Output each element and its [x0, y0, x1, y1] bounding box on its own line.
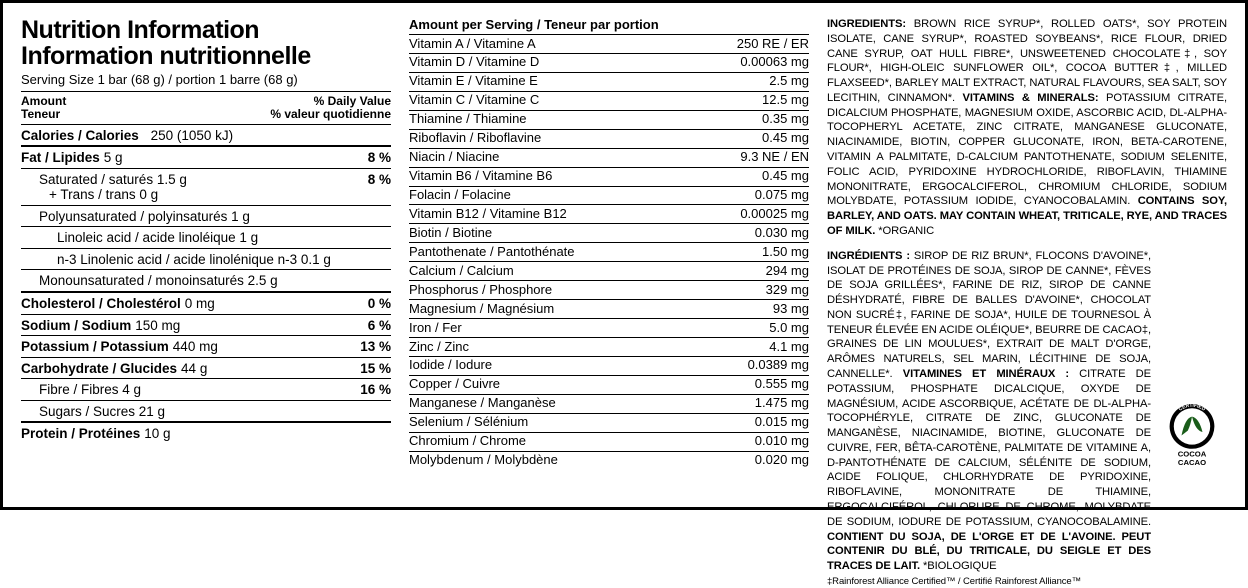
- certification-seal-icon: CERTIFIED COCOA CACAO: [1157, 397, 1227, 467]
- macros-list: Fat / Lipides 5 g8 %Saturated / saturés …: [21, 147, 391, 443]
- ing-en-label: INGREDIENTS:: [827, 18, 906, 30]
- vitamin-row: Vitamin E / Vitamine E2.5 mg: [409, 73, 809, 92]
- ingredients-column: INGREDIENTS: BROWN RICE SYRUP*, ROLLED O…: [827, 17, 1227, 493]
- vitamin-row: Chromium / Chrome0.010 mg: [409, 433, 809, 452]
- macro-row: n-3 Linolenic acid / acide linolénique n…: [21, 249, 391, 271]
- title-fr: Information nutritionnelle: [21, 43, 391, 69]
- vitamin-row: Molybdenum / Molybdène0.020 mg: [409, 452, 809, 470]
- vitamin-row: Selenium / Sélénium0.015 mg: [409, 414, 809, 433]
- macro-row: Potassium / Potassium 440 mg13 %: [21, 336, 391, 358]
- organic-en: *ORGANIC: [875, 225, 934, 237]
- ing-fr-text: SIROP DE RIZ BRUN*, FLOCONS D'AVOINE*, I…: [827, 250, 1151, 380]
- macro-row: Monounsaturated / monoinsaturés 2.5 g: [21, 270, 391, 293]
- vitamins-header: Amount per Serving / Teneur par portion: [409, 17, 809, 35]
- macro-row: Sodium / Sodium 150 mg6 %: [21, 315, 391, 337]
- amount-dv-header: AmountTeneur % Daily Value% valeur quoti…: [21, 92, 391, 125]
- vitamin-row: Folacin / Folacine0.075 mg: [409, 187, 809, 206]
- vitamin-row: Magnesium / Magnésium93 mg: [409, 300, 809, 319]
- ing-fr-label: INGRÉDIENTS :: [827, 250, 910, 262]
- vitamin-row: Thiamine / Thiamine0.35 mg: [409, 111, 809, 130]
- vm-fr-label: VITAMINES ET MINÉRAUX :: [903, 368, 1069, 380]
- ingredients-en: INGREDIENTS: BROWN RICE SYRUP*, ROLLED O…: [827, 17, 1227, 239]
- svg-text:COCOA: COCOA: [1178, 450, 1207, 459]
- vitamin-row: Vitamin A / Vitamine A250 RE / ER: [409, 35, 809, 54]
- macro-row: Fibre / Fibres 4 g16 %: [21, 379, 391, 401]
- footnote: ‡Rainforest Alliance Certified™ / Certif…: [827, 576, 1227, 588]
- vitamin-row: Calcium / Calcium294 mg: [409, 262, 809, 281]
- calories-label: Calories / Calories: [21, 128, 139, 144]
- macro-row: Cholesterol / Cholestérol 0 mg0 %: [21, 293, 391, 315]
- amount-hdr-1: Amount: [21, 94, 66, 108]
- vitamin-row: Vitamin D / Vitamine D0.00063 mg: [409, 54, 809, 73]
- nutrition-panel: Nutrition Information Information nutrit…: [0, 0, 1248, 510]
- macro-row: Protein / Protéines 10 g: [21, 423, 391, 444]
- macro-row: Linoleic acid / acide linoléique 1 g: [21, 227, 391, 249]
- calories-row: Calories / Calories 250 (1050 kJ): [21, 125, 391, 148]
- dv-hdr-1: % Daily Value: [314, 94, 391, 108]
- organic-fr: *BIOLOGIQUE: [920, 560, 997, 572]
- vm-en-text: POTASSIUM CITRATE, DICALCIUM PHOSPHATE, …: [827, 92, 1227, 207]
- dv-hdr-2: % valeur quotidienne: [270, 107, 391, 121]
- vitamin-row: Vitamin B12 / Vitamine B120.00025 mg: [409, 205, 809, 224]
- vitamin-row: Pantothenate / Pantothénate1.50 mg: [409, 243, 809, 262]
- vm-en-label: VITAMINS & MINERALS:: [963, 92, 1099, 104]
- nutrition-facts-column: Nutrition Information Information nutrit…: [21, 17, 391, 493]
- amount-hdr-2: Teneur: [21, 107, 60, 121]
- macro-row: Polyunsaturated / polyinsaturés 1 g: [21, 206, 391, 228]
- vitamin-row: Iodide / Iodure0.0389 mg: [409, 357, 809, 376]
- macro-row: Sugars / Sucres 21 g: [21, 401, 391, 424]
- vitamin-row: Manganese / Manganèse1.475 mg: [409, 395, 809, 414]
- vitamin-row: Phosphorus / Phosphore329 mg: [409, 281, 809, 300]
- calories-value: 250 (1050 kJ): [151, 128, 234, 144]
- macro-row: Fat / Lipides 5 g8 %: [21, 147, 391, 169]
- vm-fr-text: CITRATE DE POTASSIUM, PHOSPHATE DICALCIQ…: [827, 368, 1151, 528]
- macro-row: Saturated / saturés 1.5 g+ Trans / trans…: [21, 169, 391, 206]
- vitamin-row: Copper / Cuivre0.555 mg: [409, 376, 809, 395]
- vitamin-row: Zinc / Zinc4.1 mg: [409, 338, 809, 357]
- svg-text:CACAO: CACAO: [1178, 458, 1206, 467]
- vitamin-row: Niacin / Niacine9.3 NE / EN: [409, 149, 809, 168]
- vitamin-row: Iron / Fer5.0 mg: [409, 319, 809, 338]
- vitamins-list: Vitamin A / Vitamine A250 RE / ERVitamin…: [409, 35, 809, 470]
- vitamins-column: Amount per Serving / Teneur par portion …: [409, 17, 809, 493]
- vitamin-row: Vitamin C / Vitamine C12.5 mg: [409, 92, 809, 111]
- vitamin-row: Riboflavin / Riboflavine0.45 mg: [409, 130, 809, 149]
- vitamin-row: Vitamin B6 / Vitamine B60.45 mg: [409, 168, 809, 187]
- title-en: Nutrition Information: [21, 17, 391, 43]
- serving-size: Serving Size 1 bar (68 g) / portion 1 ba…: [21, 72, 391, 92]
- macro-row: Carbohydrate / Glucides 44 g15 %: [21, 358, 391, 380]
- vitamin-row: Biotin / Biotine0.030 mg: [409, 224, 809, 243]
